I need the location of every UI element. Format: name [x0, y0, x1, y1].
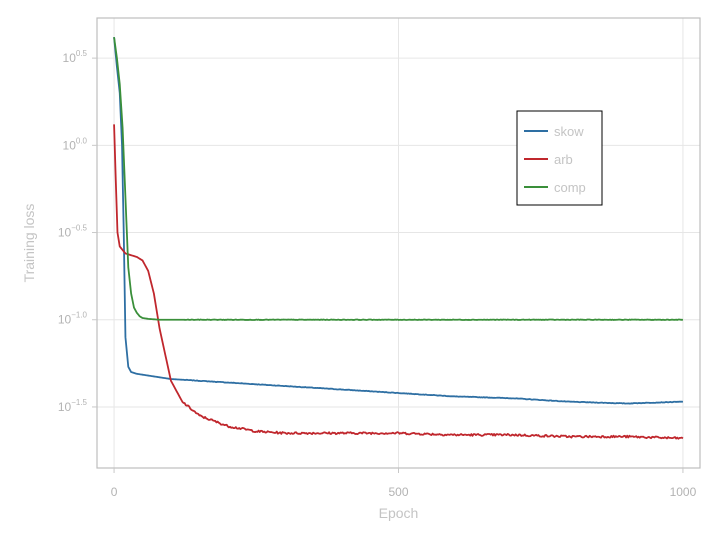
series-line-arb: [113, 124, 684, 440]
x-tick-label: 500: [388, 485, 408, 499]
x-tick-label: 1000: [670, 485, 697, 499]
legend-label-skow: skow: [554, 124, 584, 139]
legend-label-arb: arb: [554, 152, 573, 167]
series-line-comp: [113, 37, 683, 321]
y-tick-exponent: 0.5: [76, 49, 88, 58]
y-tick-exponent: −1.5: [71, 398, 87, 407]
legend: skow arb comp: [516, 110, 603, 206]
y-tick-label: 100.0: [63, 136, 88, 152]
y-tick-label: 10−1.5: [58, 398, 88, 414]
series-line-skow: [113, 37, 683, 405]
y-tick-exponent: 0.0: [76, 136, 88, 145]
y-tick-base: 10: [63, 51, 77, 65]
y-tick-exponent: −0.5: [71, 224, 87, 233]
y-tick-base: 10: [58, 313, 72, 327]
series-lines: [113, 37, 684, 440]
y-tick-base: 10: [58, 400, 72, 414]
x-axis-ticks: 0 500 1000: [111, 468, 697, 499]
x-tick-label: 0: [111, 485, 118, 499]
y-tick-label: 10−0.5: [58, 224, 88, 240]
y-tick-label: 100.5: [63, 49, 88, 65]
x-axis-label: Epoch: [379, 505, 419, 521]
y-tick-base: 10: [63, 138, 77, 152]
y-tick-exponent: −1.0: [71, 311, 87, 320]
legend-label-comp: comp: [554, 180, 586, 195]
y-tick-label: 10−1.0: [58, 311, 88, 327]
y-axis-label: Training loss: [21, 204, 37, 283]
y-tick-base: 10: [58, 226, 72, 240]
